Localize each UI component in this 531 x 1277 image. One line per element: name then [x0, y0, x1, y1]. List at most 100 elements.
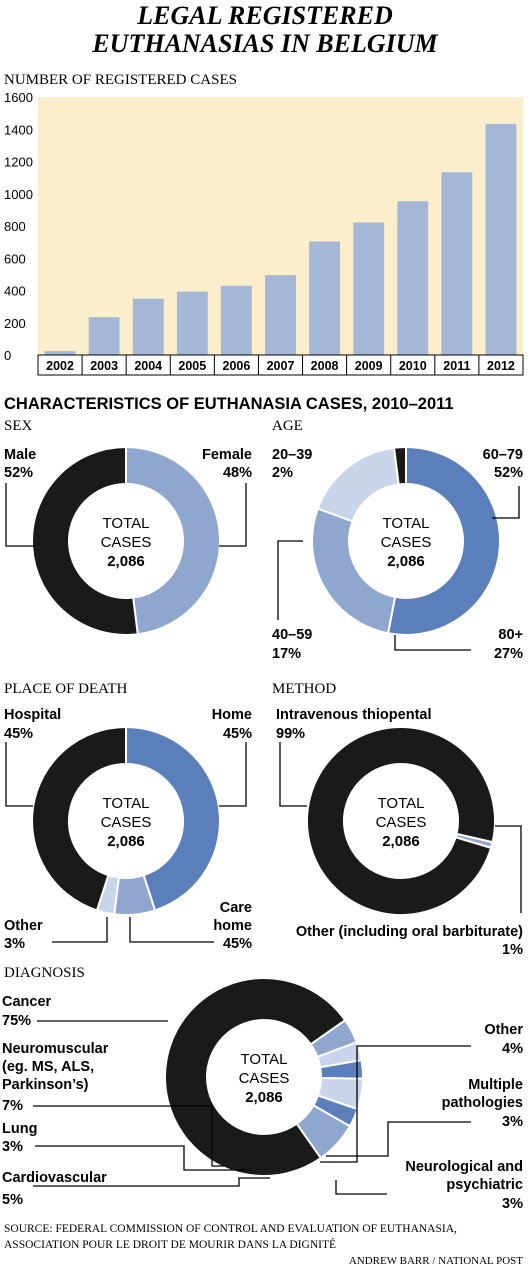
- donut-center-text: CASES: [101, 814, 152, 831]
- diag-neuromuscular-pct: 7%: [2, 1098, 23, 1114]
- sex-male-pct: 52%: [4, 465, 33, 481]
- bar-2012: [485, 124, 517, 355]
- diag-cardiovascular-pct: 5%: [2, 1192, 23, 1208]
- method-donut-chart: TOTAL CASES 2,086: [306, 725, 496, 916]
- y-tick-label: 1400: [4, 122, 33, 137]
- donut-center-text: 2,086: [245, 1089, 283, 1106]
- bar-2007: [265, 275, 296, 355]
- place-home-label: Home: [212, 707, 252, 723]
- donut-center-text: TOTAL: [103, 515, 150, 532]
- source-line-1: SOURCE: FEDERAL COMMISSION OF CONTROL AN…: [4, 1223, 457, 1235]
- donut-center-text: TOTAL: [383, 515, 430, 532]
- x-tick-label: 2006: [223, 359, 251, 373]
- x-tick-label: 2008: [311, 359, 339, 373]
- bar-2005: [176, 291, 208, 355]
- bar-2011: [441, 172, 473, 355]
- x-tick-label: 2002: [46, 359, 74, 373]
- slice-20-39: [392, 445, 407, 486]
- age-80-plus-pct: 27%: [494, 646, 523, 662]
- place-care-home-pct: 45%: [223, 936, 252, 952]
- slice-80: [311, 507, 397, 635]
- x-tick-label: 2005: [178, 359, 206, 373]
- place-care-home-label-1: Care: [220, 900, 252, 916]
- donut-center-text: TOTAL: [241, 1051, 288, 1068]
- age-donut-chart: TOTAL CASES 2,086: [311, 445, 501, 636]
- leader-lines: [5, 483, 522, 1195]
- x-tick-label: 2007: [267, 359, 295, 373]
- x-tick-label: 2003: [90, 359, 118, 373]
- diag-lung-label: Lung: [2, 1121, 37, 1137]
- y-tick-label: 0: [4, 348, 11, 363]
- diag-cardiovascular-label: Cardiovascular: [2, 1170, 107, 1186]
- diag-neuromuscular-label-1: Neuromuscular: [2, 1041, 109, 1057]
- x-axis-band: [37, 354, 524, 376]
- diag-other-label: Other: [484, 1022, 523, 1038]
- method-section-label: METHOD: [272, 681, 336, 697]
- age-60-79-pct: 52%: [494, 465, 523, 481]
- diag-neuromuscular-label-2: (eg. MS, ALS,: [2, 1059, 94, 1075]
- sex-donut-chart: TOTAL CASES 2,086: [31, 445, 221, 636]
- diag-cancer-label: Cancer: [2, 994, 52, 1010]
- y-tick-label: 600: [4, 251, 26, 266]
- donut-center-text: TOTAL: [378, 795, 425, 812]
- diag-cancer-pct: 75%: [2, 1013, 31, 1029]
- diag-neuro-pct: 3%: [502, 1196, 523, 1212]
- title-line-2: EUTHANASIAS IN BELGIUM: [91, 29, 438, 58]
- slice-home: [125, 725, 221, 912]
- slice-cancer: [164, 977, 347, 1177]
- sex-female-pct: 48%: [223, 465, 252, 481]
- slice-60-79: [386, 445, 501, 636]
- place-other-pct: 3%: [4, 936, 25, 952]
- donut-center-text: 2,086: [387, 553, 425, 570]
- donut-center-text: TOTAL: [103, 795, 150, 812]
- y-tick-label: 800: [4, 219, 26, 234]
- y-tick-label: 400: [4, 284, 26, 299]
- slice-male: [31, 445, 139, 636]
- diag-lung-pct: 3%: [2, 1139, 23, 1155]
- slice-40-59: [316, 446, 400, 523]
- bar-2006: [220, 285, 252, 355]
- bar-2004: [132, 298, 164, 355]
- x-tick-label: 2011: [443, 359, 470, 373]
- donut-center-text: 2,086: [107, 553, 145, 570]
- donut-center-text: CASES: [381, 534, 432, 551]
- place-other-label: Other: [4, 918, 43, 934]
- diag-neuro-label-1: Neurological and: [405, 1159, 523, 1175]
- donut-center-text: CASES: [239, 1070, 290, 1087]
- age-20-39-label: 20–39: [272, 447, 312, 463]
- bar-chart-section-label: NUMBER OF REGISTERED CASES: [4, 72, 237, 88]
- source-line-2: ASSOCIATION POUR LE DROIT DE MOURIR DANS…: [4, 1237, 336, 1251]
- bar-2002: [44, 351, 76, 355]
- bar-chart-bars: [44, 124, 517, 355]
- method-thiopental-pct: 99%: [276, 726, 305, 742]
- donut-center-text: CASES: [101, 534, 152, 551]
- x-tick-label: 2009: [355, 359, 383, 373]
- bar-2010: [397, 201, 429, 355]
- y-tick-label: 1200: [4, 155, 33, 170]
- place-home-pct: 45%: [223, 726, 252, 742]
- method-other-label: Other (including oral barbiturate): [296, 924, 523, 940]
- diag-other-pct: 4%: [502, 1041, 523, 1057]
- diag-multiple-pct: 3%: [502, 1114, 523, 1130]
- bar-chart-y-axis: 0 200 400 600 800 1000 1200 1400 1600: [4, 90, 33, 363]
- characteristics-heading: CHARACTERISTICS OF EUTHANASIA CASES, 201…: [4, 395, 454, 413]
- diag-neuromuscular-label-3: Parkinson’s): [2, 1077, 89, 1093]
- x-tick-label: 2010: [399, 359, 427, 373]
- donut-center-text: 2,086: [107, 833, 145, 850]
- y-tick-label: 200: [4, 316, 26, 331]
- age-40-59-label: 40–59: [272, 627, 312, 643]
- donut-center-text: 2,086: [382, 833, 420, 850]
- diag-multiple-label-2: pathologies: [442, 1095, 523, 1111]
- y-tick-label: 1000: [4, 187, 33, 202]
- slice-female: [125, 445, 221, 636]
- slice-hospital: [31, 725, 127, 912]
- sex-female-label: Female: [202, 447, 252, 463]
- x-tick-label: 2004: [134, 359, 162, 373]
- sex-male-label: Male: [4, 447, 36, 463]
- bar-2009: [353, 222, 385, 355]
- age-20-39-pct: 2%: [272, 465, 293, 481]
- age-section-label: AGE: [272, 418, 303, 434]
- diag-neuro-label-2: psychiatric: [446, 1177, 523, 1193]
- place-hospital-label: Hospital: [4, 707, 61, 723]
